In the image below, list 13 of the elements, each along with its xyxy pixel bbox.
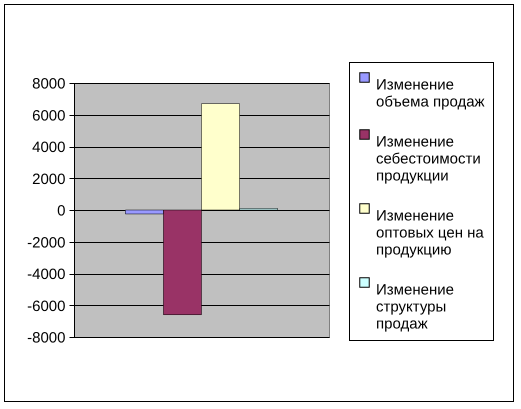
y-tick-label: -8000: [27, 330, 66, 346]
y-tick-label: -2000: [27, 234, 66, 252]
legend-label: Изменение оптовых цен на продукцию: [376, 208, 484, 258]
y-tick-label: -6000: [27, 298, 66, 315]
y-tick-label: 2000: [32, 170, 66, 188]
legend-label: Изменение объема продаж: [376, 76, 485, 110]
legend-label: Изменение структуры продаж: [376, 282, 454, 332]
y-tick-label: 4000: [32, 139, 66, 156]
y-tick-label: 8000: [32, 76, 66, 92]
y-tick-label: -4000: [27, 266, 66, 283]
y-tick-label: 6000: [32, 107, 66, 124]
legend-label: Изменение себестоимости продукции: [376, 134, 481, 184]
y-tick-label: 0: [57, 202, 66, 220]
